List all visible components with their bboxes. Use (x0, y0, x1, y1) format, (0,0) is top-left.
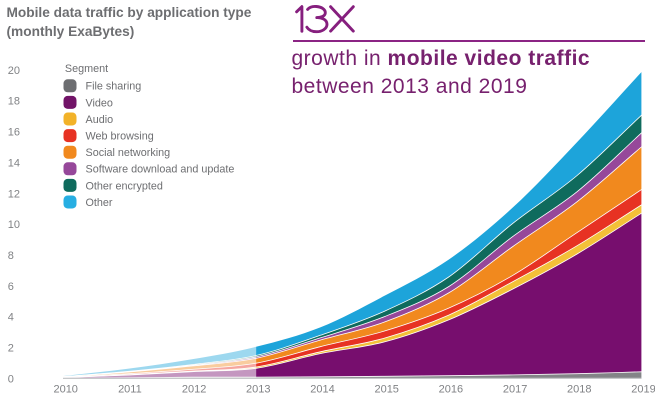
svg-text:2010: 2010 (53, 384, 77, 396)
svg-text:2: 2 (8, 343, 14, 355)
svg-text:8: 8 (8, 250, 14, 262)
svg-text:2012: 2012 (182, 384, 206, 396)
svg-text:Software download and update: Software download and update (86, 164, 235, 176)
svg-text:Web browsing: Web browsing (86, 131, 154, 143)
svg-text:18: 18 (8, 96, 20, 108)
svg-text:16: 16 (8, 127, 20, 139)
svg-text:Video: Video (86, 97, 113, 109)
svg-text:6: 6 (8, 281, 14, 293)
svg-text:12: 12 (8, 188, 20, 200)
svg-text:2016: 2016 (439, 384, 463, 396)
svg-text:Other encrypted: Other encrypted (86, 180, 163, 192)
svg-text:10: 10 (8, 219, 20, 231)
svg-text:Social networking: Social networking (86, 147, 171, 159)
svg-text:2018: 2018 (567, 384, 591, 396)
svg-text:2017: 2017 (503, 384, 527, 396)
svg-text:0: 0 (8, 373, 14, 385)
svg-text:2011: 2011 (118, 384, 142, 396)
svg-text:4: 4 (8, 312, 14, 324)
svg-text:2013: 2013 (246, 384, 270, 396)
svg-text:2015: 2015 (374, 384, 398, 396)
svg-text:File sharing: File sharing (86, 81, 142, 93)
svg-text:Other: Other (86, 197, 113, 209)
svg-text:Audio: Audio (86, 114, 114, 126)
svg-text:14: 14 (8, 157, 20, 169)
svg-text:2014: 2014 (310, 384, 334, 396)
svg-text:Segment: Segment (65, 63, 108, 75)
svg-text:2019: 2019 (631, 384, 655, 396)
svg-text:20: 20 (8, 65, 20, 77)
